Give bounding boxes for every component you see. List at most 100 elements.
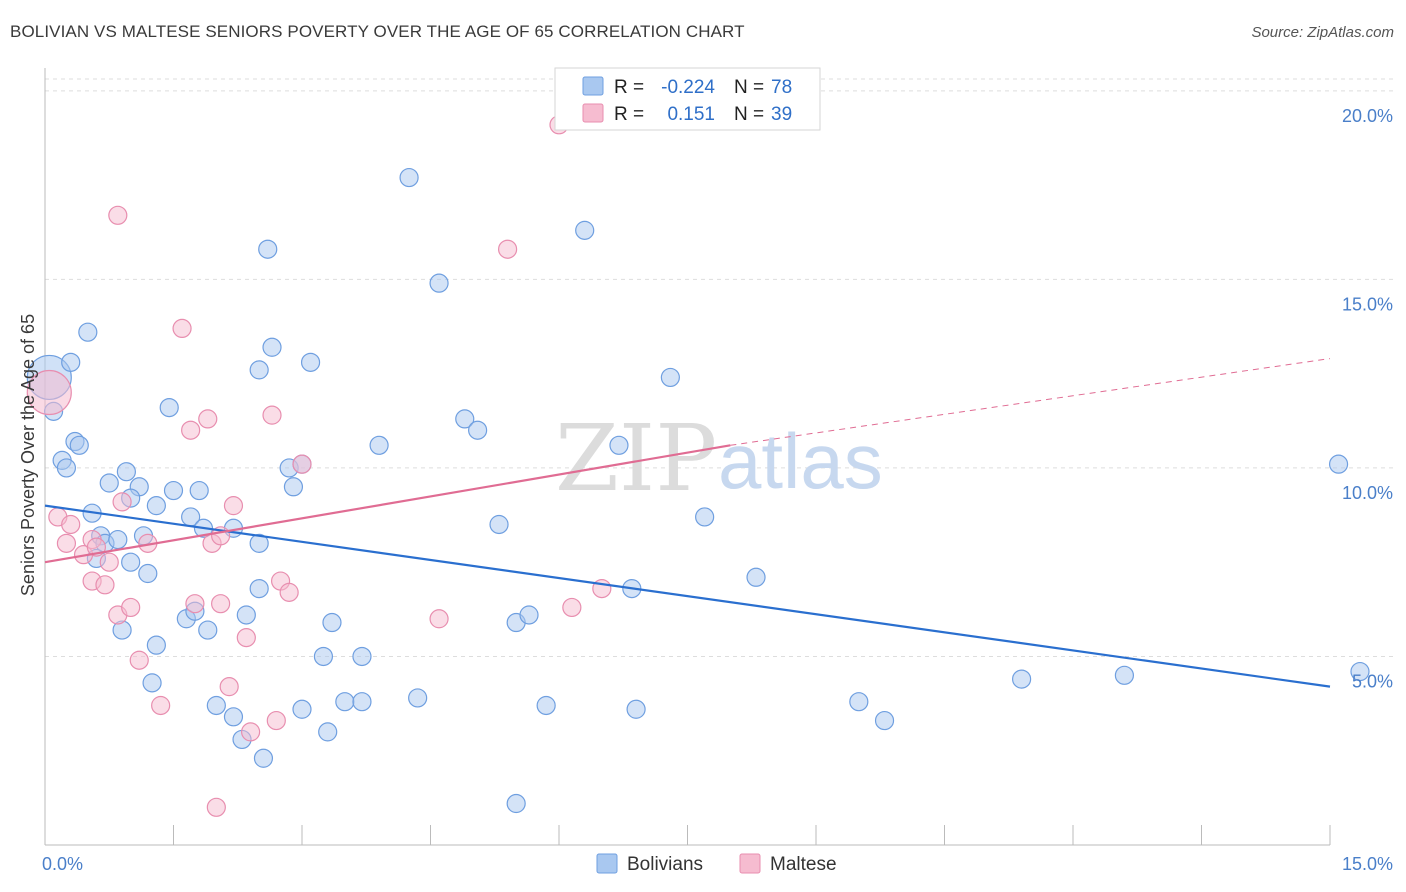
maltese-point xyxy=(223,496,244,516)
watermark-zip: ZIP xyxy=(555,405,717,512)
maltese-point xyxy=(279,582,299,602)
legend-r-label: R = xyxy=(614,77,644,98)
maltese-point xyxy=(172,318,192,339)
bolivians-point xyxy=(849,692,869,712)
bolivians-point xyxy=(146,635,166,655)
bolivians-point xyxy=(142,673,162,693)
watermark: ZIP atlas xyxy=(555,405,883,512)
bolivians-point xyxy=(660,367,680,388)
bolivians-point xyxy=(236,605,256,625)
bolivians-point xyxy=(369,435,389,455)
maltese-point xyxy=(151,695,171,716)
maltese-point xyxy=(206,797,226,817)
bolivians-point xyxy=(1011,669,1032,689)
bolivians-point xyxy=(506,793,526,814)
bolivians-point xyxy=(61,352,81,372)
maltese-point xyxy=(562,597,582,618)
bottom-legend-bolivians: Bolivians xyxy=(627,854,703,875)
bottom-legend-swatch-maltese xyxy=(739,853,761,874)
maltese-point xyxy=(236,628,256,648)
chart-source: Source: ZipAtlas.com xyxy=(1251,24,1394,41)
legend-n-label: N = xyxy=(734,104,764,125)
legend: R = -0.224 N = 78 R = 0.151 N = 39 xyxy=(554,67,821,131)
bolivians-point xyxy=(874,710,895,731)
bolivians-point xyxy=(318,722,338,742)
bolivians-point xyxy=(99,473,119,493)
bolivians-point xyxy=(335,692,355,712)
bolivians-point xyxy=(313,646,334,667)
bolivians-point xyxy=(695,507,715,527)
bolivians-point xyxy=(429,273,449,293)
legend-r-value: 0.151 xyxy=(667,104,715,125)
maltese-point xyxy=(498,239,518,259)
legend-n-value: 39 xyxy=(771,104,792,125)
bolivians-point xyxy=(253,748,274,768)
maltese-point xyxy=(292,454,312,474)
bolivians-point xyxy=(399,167,419,188)
bolivians-point xyxy=(609,435,629,455)
bolivians-point xyxy=(223,707,244,727)
bottom-legend-maltese: Maltese xyxy=(770,854,837,875)
maltese-point xyxy=(108,205,128,225)
bolivians-point xyxy=(292,699,312,719)
bolivians-point xyxy=(258,239,278,259)
bolivians-point xyxy=(56,458,77,478)
bolivians-point xyxy=(1350,661,1370,682)
maltese-point xyxy=(26,369,72,416)
maltese-point xyxy=(181,420,201,440)
trend-lines xyxy=(44,358,1331,688)
data-points xyxy=(26,115,1370,817)
bolivians-point xyxy=(455,409,475,429)
bolivians-point xyxy=(536,695,556,716)
bolivians-point xyxy=(163,480,184,501)
bolivians-point xyxy=(249,578,269,599)
maltese-point xyxy=(198,409,218,429)
bolivians-point xyxy=(189,480,209,501)
bolivians-point xyxy=(1114,665,1135,685)
maltese-point xyxy=(95,575,115,595)
maltese-point xyxy=(56,533,77,553)
bolivians-point xyxy=(746,567,766,587)
axes xyxy=(44,68,1331,846)
bolivians-point xyxy=(249,360,269,380)
maltese-point xyxy=(121,597,141,618)
bolivians-point xyxy=(489,514,509,535)
maltese-point xyxy=(112,492,132,512)
bolivians-point xyxy=(108,529,128,550)
tick-labels: 5.0% 10.0% 15.0% 20.0% 0.0% 15.0% xyxy=(42,106,1393,874)
legend-r-value: -0.224 xyxy=(661,77,715,98)
x-tick-label: 0.0% xyxy=(42,854,83,874)
bolivians-point xyxy=(78,322,98,342)
bolivians-point xyxy=(626,699,646,719)
maltese-point xyxy=(211,594,231,614)
bolivians-point xyxy=(322,612,342,633)
legend-n-value: 78 xyxy=(771,77,792,98)
grid-lines xyxy=(45,78,1395,657)
bolivians-point xyxy=(159,397,179,418)
bottom-legend: Bolivians Maltese xyxy=(596,853,837,875)
bolivians-point xyxy=(206,695,226,716)
maltese-point xyxy=(61,514,81,535)
bolivians-point xyxy=(468,420,488,440)
maltese-point xyxy=(241,722,261,742)
legend-swatch-bolivians xyxy=(582,76,604,96)
maltese-trend-line xyxy=(44,444,731,564)
legend-r-label: R = xyxy=(614,104,644,125)
y-tick-label: 20.0% xyxy=(1342,106,1393,126)
bolivians-point xyxy=(198,620,218,640)
legend-swatch-maltese xyxy=(582,103,604,123)
bolivians-point xyxy=(300,352,321,372)
bolivians-point xyxy=(352,646,372,667)
bolivians-trend-line xyxy=(44,504,1331,688)
y-tick-label: 15.0% xyxy=(1342,294,1393,314)
bolivians-point xyxy=(575,220,595,240)
maltese-point xyxy=(185,594,205,614)
bolivians-point xyxy=(262,337,282,357)
watermark-atlas: atlas xyxy=(718,417,883,505)
maltese-point xyxy=(429,609,449,629)
bolivians-point xyxy=(352,692,372,712)
bolivians-point xyxy=(121,552,141,572)
maltese-point xyxy=(262,405,282,425)
bolivians-point xyxy=(146,496,166,516)
